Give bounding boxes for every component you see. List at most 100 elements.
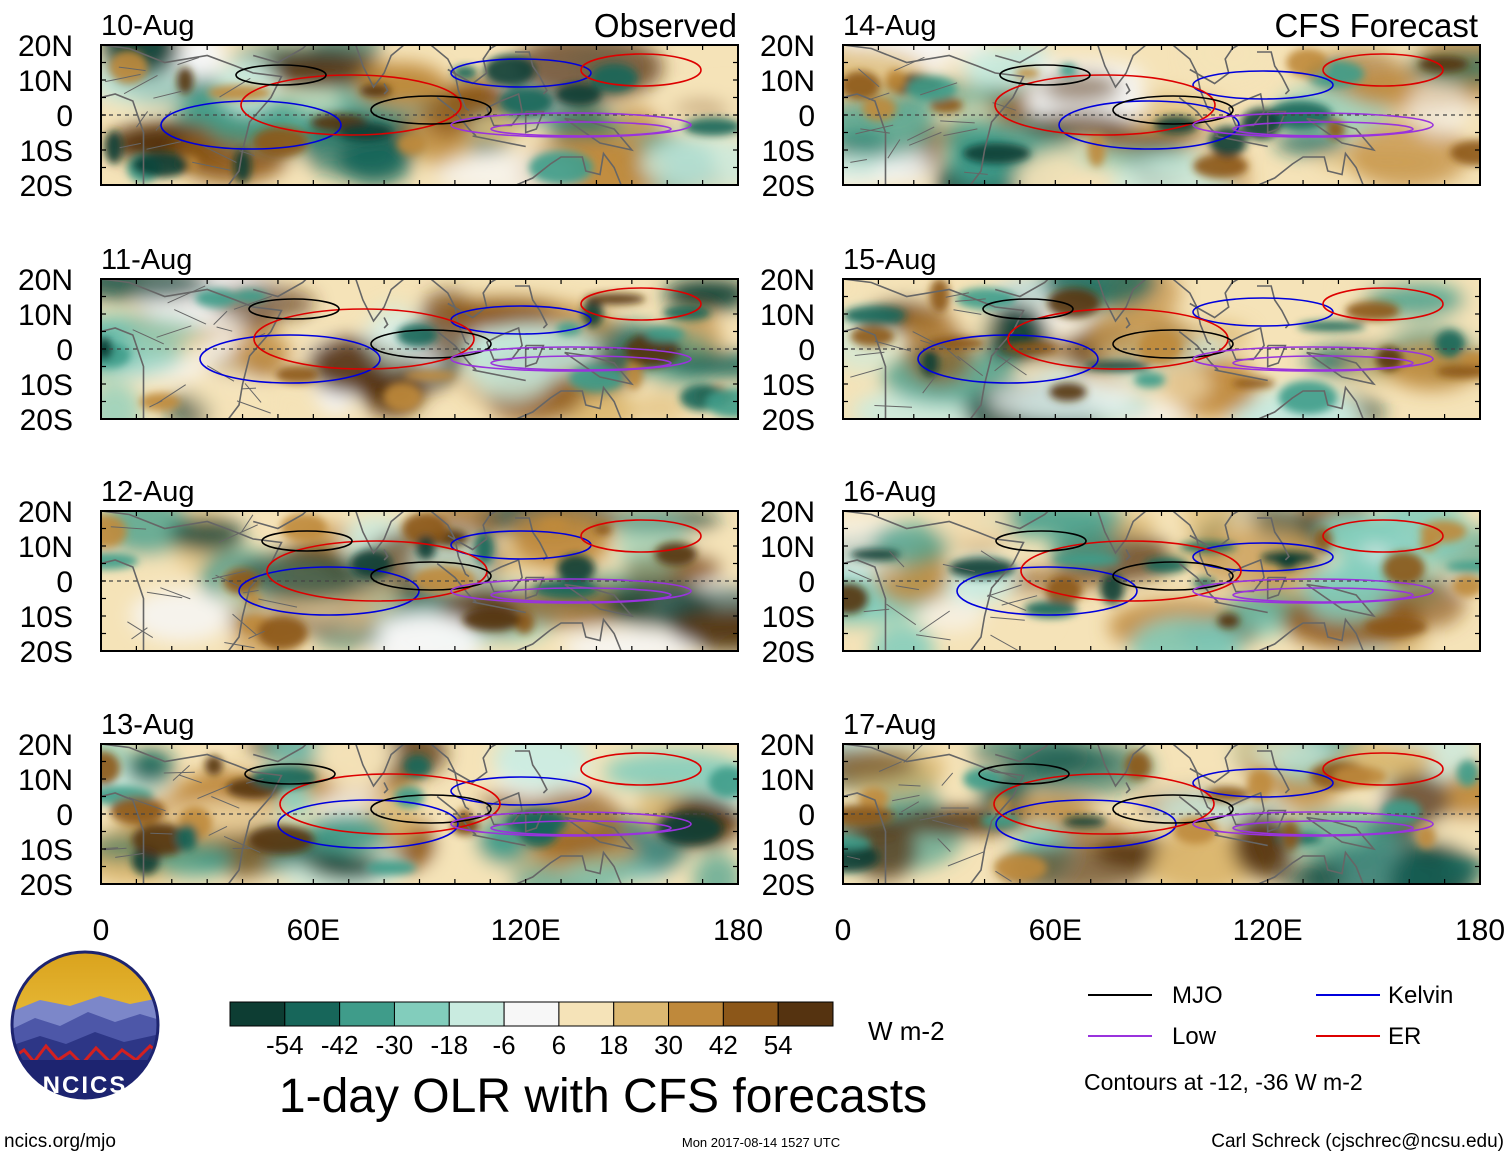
lat-tick-label: 0 xyxy=(798,799,815,832)
colorbar-label: 18 xyxy=(599,1030,628,1060)
footer-url[interactable]: ncics.org/mjo xyxy=(4,1131,116,1152)
lat-tick-label: 0 xyxy=(798,566,815,599)
lat-tick-label: 20S xyxy=(20,869,73,902)
lat-tick-label: 20S xyxy=(762,170,815,203)
lat-tick-label: 20N xyxy=(760,264,815,297)
lat-tick-label: 10S xyxy=(20,601,73,634)
lat-tick-label: 20N xyxy=(18,729,73,762)
legend-label: ER xyxy=(1388,1023,1421,1050)
longitude-axis-labels: 0 60E 120E 180 0 60E 120E 180 xyxy=(93,914,1505,947)
colorbar-swatch xyxy=(722,1001,779,1027)
lon-tick-label: 60E xyxy=(287,914,340,947)
lat-tick-label: 20N xyxy=(760,729,815,762)
lat-tick-label: 10S xyxy=(20,135,73,168)
lat-tick-label: 20S xyxy=(20,170,73,203)
lat-tick-label: 10N xyxy=(18,65,73,98)
lon-tick-label: 0 xyxy=(835,914,852,947)
colorbar-swatch xyxy=(668,1001,724,1027)
panel-date: 12-Aug xyxy=(101,476,195,508)
panel-date: 11-Aug xyxy=(101,244,192,276)
colorbar-label: -54 xyxy=(266,1030,304,1060)
lat-tick-label: 10S xyxy=(762,135,815,168)
lon-tick-label: 180 xyxy=(713,914,763,947)
lon-tick-label: 60E xyxy=(1029,914,1082,947)
colorbar-label: 6 xyxy=(552,1030,566,1060)
lat-tick-label: 20S xyxy=(762,404,815,437)
legend-label: MJO xyxy=(1172,982,1223,1009)
lat-tick-label: 0 xyxy=(798,334,815,367)
panel-date: 10-Aug xyxy=(101,10,195,42)
panel-date: 15-Aug xyxy=(843,244,937,276)
lat-tick-label: 10N xyxy=(18,531,73,564)
observed-label: Observed xyxy=(594,7,737,44)
colorbar-swatch xyxy=(558,1001,615,1027)
panel-date: 16-Aug xyxy=(843,476,937,508)
lon-tick-label: 120E xyxy=(491,914,561,947)
lat-tick-label: 20N xyxy=(18,496,73,529)
lat-tick-label: 20N xyxy=(18,264,73,297)
lat-tick-label: 20S xyxy=(20,636,73,669)
colorbar-swatch xyxy=(229,1001,286,1027)
lat-tick-label: 0 xyxy=(56,334,73,367)
lat-tick-label: 10N xyxy=(760,299,815,332)
ncics-logo: NCICS xyxy=(10,950,160,1100)
colorbar-swatch xyxy=(448,1001,505,1027)
lat-tick-label: 20S xyxy=(762,869,815,902)
forecast-label: CFS Forecast xyxy=(1274,7,1478,44)
panel-date: 17-Aug xyxy=(843,709,937,741)
lat-tick-label: 10S xyxy=(762,601,815,634)
lat-tick-label: 0 xyxy=(56,100,73,133)
main-title: 1-day OLR with CFS forecasts xyxy=(279,1070,927,1123)
footer-author: Carl Schreck (cjschrec@ncsu.edu) xyxy=(1211,1131,1504,1152)
colorbar-label: 42 xyxy=(709,1030,738,1060)
contour-legend: MJO Kelvin Low ER xyxy=(1088,982,1453,1050)
footer-timestamp: Mon 2017-08-14 1527 UTC xyxy=(682,1135,840,1150)
lat-tick-label: 10N xyxy=(760,65,815,98)
colorbar-label: -30 xyxy=(376,1030,414,1060)
colorbar-swatch xyxy=(777,1001,834,1027)
legend-label: Kelvin xyxy=(1388,982,1453,1009)
colorbar-label: 30 xyxy=(654,1030,683,1060)
colorbar: -54 -42 -30 -18 -6 6 18 30 42 54 xyxy=(229,1001,834,1060)
lat-tick-label: 10N xyxy=(760,531,815,564)
lat-tick-label: 0 xyxy=(56,799,73,832)
lat-tick-label: 20S xyxy=(20,404,73,437)
colorbar-swatch xyxy=(339,1001,395,1027)
colorbar-label: 54 xyxy=(764,1030,793,1060)
colorbar-unit: W m-2 xyxy=(868,1016,945,1046)
lon-tick-label: 180 xyxy=(1455,914,1505,947)
lat-tick-label: 20N xyxy=(18,30,73,63)
lat-tick-label: 10S xyxy=(20,369,73,402)
logo-text: NCICS xyxy=(43,1072,128,1099)
colorbar-swatch xyxy=(503,1001,560,1027)
lat-tick-label: 10N xyxy=(18,299,73,332)
legend-note: Contours at -12, -36 W m-2 xyxy=(1084,1069,1363,1095)
colorbar-label: -42 xyxy=(321,1030,359,1060)
lat-tick-label: 0 xyxy=(798,100,815,133)
lat-tick-label: 20S xyxy=(762,636,815,669)
lon-tick-label: 120E xyxy=(1233,914,1303,947)
panel-date: 14-Aug xyxy=(843,10,937,42)
lat-tick-label: 20N xyxy=(760,496,815,529)
lat-tick-label: 10S xyxy=(762,369,815,402)
colorbar-label: -6 xyxy=(493,1030,516,1060)
panel-date: 13-Aug xyxy=(101,709,195,741)
lat-tick-label: 10N xyxy=(18,764,73,797)
colorbar-swatch xyxy=(613,1001,670,1027)
colorbar-swatch xyxy=(393,1001,450,1027)
lat-tick-label: 10N xyxy=(760,764,815,797)
legend-label: Low xyxy=(1172,1023,1217,1050)
lat-tick-label: 20N xyxy=(760,30,815,63)
colorbar-label: -18 xyxy=(430,1030,468,1060)
lat-tick-label: 10S xyxy=(20,834,73,867)
lat-tick-label: 10S xyxy=(762,834,815,867)
